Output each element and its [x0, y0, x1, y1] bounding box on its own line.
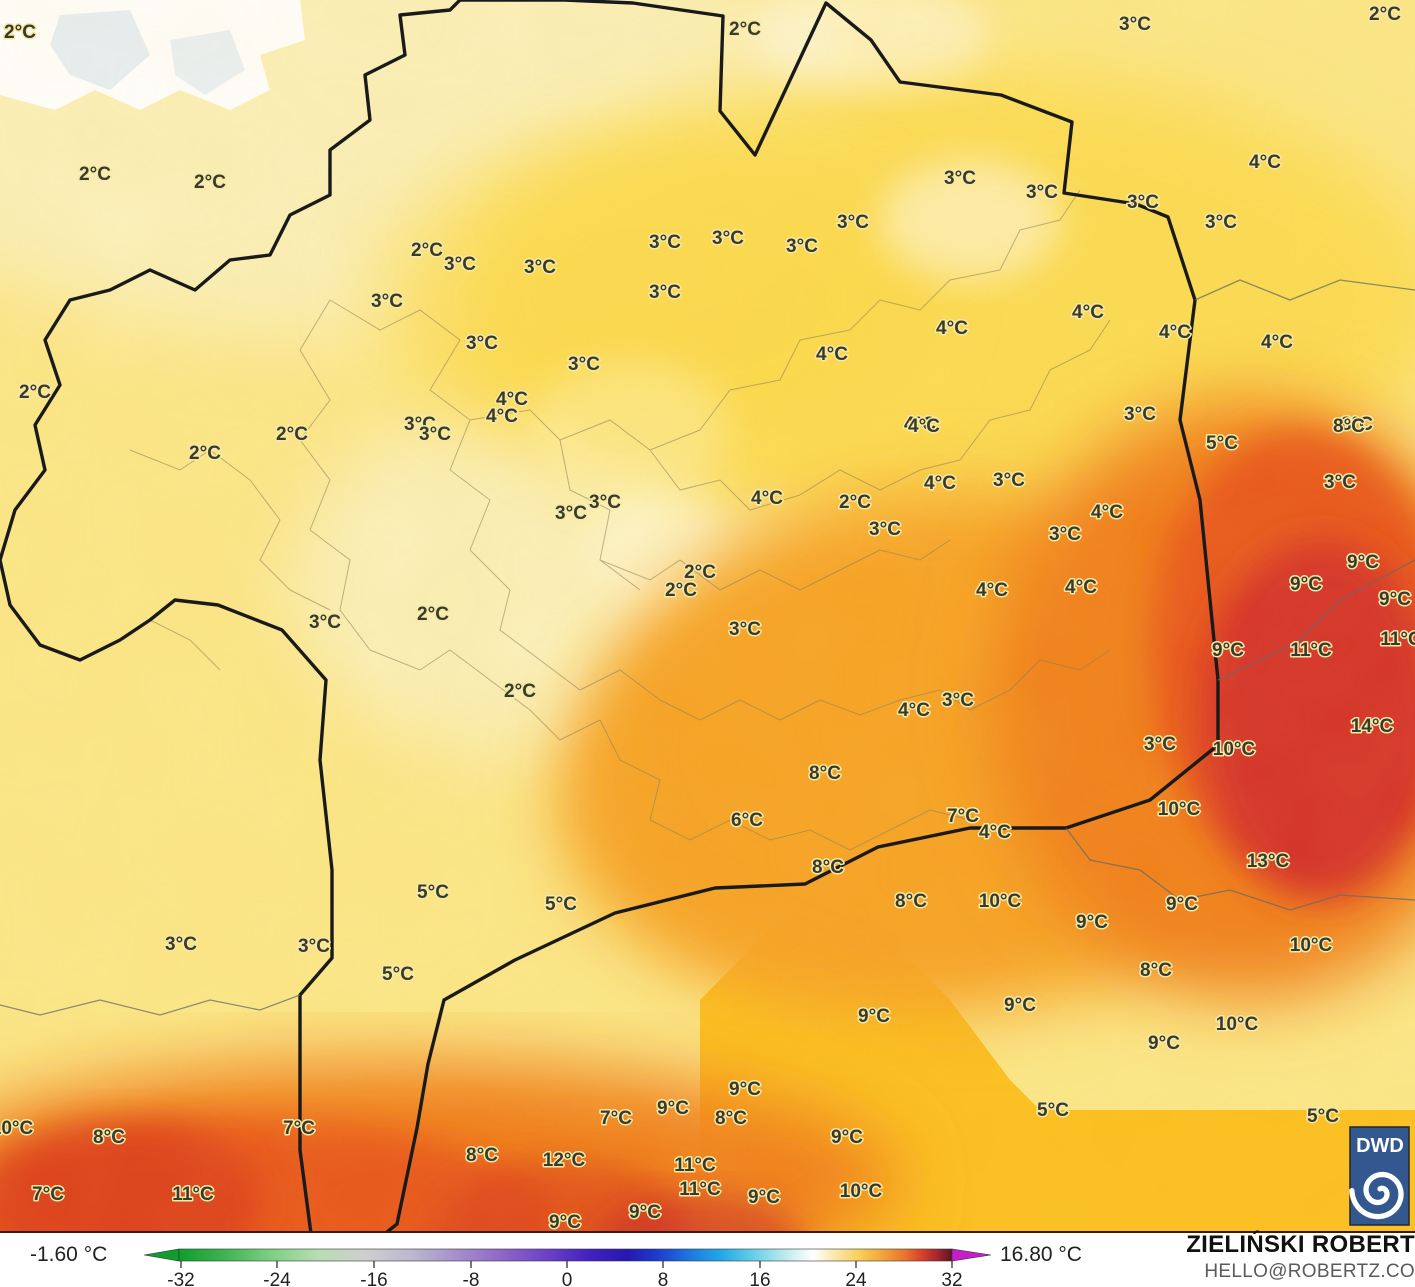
svg-text:-32: -32	[167, 1270, 194, 1287]
svg-text:16: 16	[749, 1270, 770, 1287]
svg-text:DWD: DWD	[1356, 1135, 1404, 1157]
svg-text:-24: -24	[263, 1270, 291, 1287]
svg-text:16.80 °C: 16.80 °C	[1000, 1243, 1082, 1266]
svg-text:-1.60 °C: -1.60 °C	[30, 1243, 107, 1266]
svg-text:-16: -16	[360, 1270, 387, 1287]
svg-text:24: 24	[845, 1270, 867, 1287]
svg-text:HELLO@ROBERTZ.CO: HELLO@ROBERTZ.CO	[1204, 1261, 1415, 1282]
svg-text:0: 0	[562, 1270, 573, 1287]
svg-text:32: 32	[941, 1270, 962, 1287]
svg-text:8: 8	[658, 1270, 669, 1287]
svg-text:ZIELIŃSKI ROBERT: ZIELIŃSKI ROBERT	[1186, 1230, 1415, 1258]
svg-text:-8: -8	[463, 1270, 480, 1287]
